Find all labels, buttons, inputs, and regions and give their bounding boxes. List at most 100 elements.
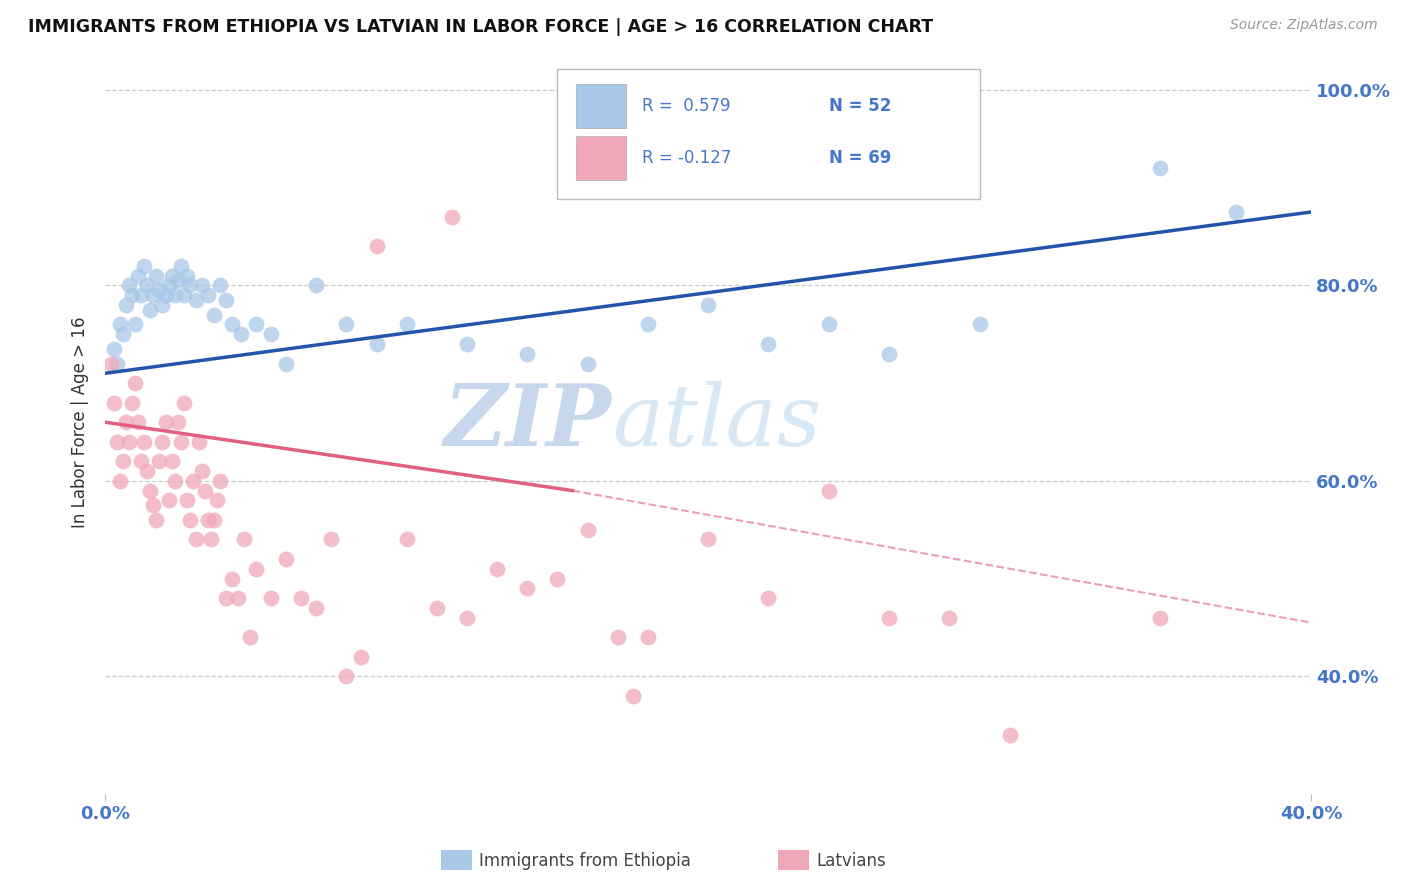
Point bbox=[440, 210, 463, 224]
Text: Latvians: Latvians bbox=[817, 852, 886, 870]
Point bbox=[817, 318, 839, 332]
Point bbox=[190, 278, 212, 293]
Point bbox=[115, 298, 138, 312]
Point bbox=[208, 278, 231, 293]
Point bbox=[1149, 610, 1171, 624]
Text: Source: ZipAtlas.com: Source: ZipAtlas.com bbox=[1230, 18, 1378, 32]
Point bbox=[152, 298, 174, 312]
Point bbox=[103, 342, 125, 356]
Point bbox=[139, 483, 162, 498]
Point bbox=[142, 498, 165, 512]
Point bbox=[173, 288, 195, 302]
Text: R =  0.579: R = 0.579 bbox=[643, 97, 730, 115]
Point bbox=[124, 318, 146, 332]
Point bbox=[166, 273, 188, 287]
Point bbox=[426, 601, 449, 615]
Point bbox=[118, 434, 141, 449]
Point bbox=[335, 318, 357, 332]
Point bbox=[290, 591, 312, 606]
Point bbox=[456, 337, 478, 351]
Point bbox=[134, 434, 156, 449]
Text: Immigrants from Ethiopia: Immigrants from Ethiopia bbox=[479, 852, 690, 870]
Text: N = 52: N = 52 bbox=[828, 97, 891, 115]
Point bbox=[105, 357, 128, 371]
Point bbox=[221, 572, 243, 586]
Point bbox=[148, 283, 170, 297]
Point bbox=[335, 669, 357, 683]
Point bbox=[152, 434, 174, 449]
Point bbox=[157, 278, 180, 293]
Point bbox=[245, 562, 267, 576]
Point bbox=[184, 293, 207, 307]
Point bbox=[100, 357, 122, 371]
Point bbox=[197, 513, 219, 527]
Point bbox=[205, 493, 228, 508]
Text: R = -0.127: R = -0.127 bbox=[643, 150, 731, 168]
Point bbox=[197, 288, 219, 302]
Point bbox=[215, 293, 238, 307]
Point bbox=[145, 513, 167, 527]
Point bbox=[969, 318, 991, 332]
Point bbox=[1225, 205, 1247, 219]
Point bbox=[179, 278, 201, 293]
Point bbox=[121, 288, 143, 302]
Point bbox=[110, 318, 132, 332]
Point bbox=[142, 288, 165, 302]
Text: atlas: atlas bbox=[612, 381, 821, 464]
Point bbox=[169, 259, 191, 273]
Point bbox=[215, 591, 238, 606]
Point bbox=[260, 327, 283, 342]
Point bbox=[576, 357, 599, 371]
Point bbox=[637, 630, 659, 644]
FancyBboxPatch shape bbox=[575, 85, 626, 128]
Point bbox=[350, 649, 373, 664]
Point bbox=[260, 591, 283, 606]
Point bbox=[621, 689, 644, 703]
Point bbox=[131, 454, 153, 468]
Point bbox=[176, 493, 198, 508]
Point bbox=[637, 318, 659, 332]
Point bbox=[127, 415, 149, 429]
Point bbox=[202, 308, 225, 322]
Point bbox=[187, 434, 209, 449]
Point bbox=[105, 434, 128, 449]
Point bbox=[194, 483, 217, 498]
Point bbox=[160, 454, 183, 468]
Point bbox=[173, 395, 195, 409]
Point bbox=[112, 327, 135, 342]
Point bbox=[486, 562, 509, 576]
Point bbox=[208, 474, 231, 488]
Point bbox=[112, 454, 135, 468]
Point bbox=[145, 268, 167, 283]
Point bbox=[366, 337, 388, 351]
Point bbox=[456, 610, 478, 624]
Point bbox=[758, 337, 780, 351]
Point bbox=[305, 278, 328, 293]
Point bbox=[118, 278, 141, 293]
Text: N = 69: N = 69 bbox=[828, 150, 891, 168]
Point bbox=[274, 552, 297, 566]
Point bbox=[157, 493, 180, 508]
Point bbox=[239, 630, 262, 644]
Point bbox=[155, 415, 177, 429]
Point bbox=[516, 347, 538, 361]
Point bbox=[938, 610, 960, 624]
Point bbox=[121, 395, 143, 409]
Y-axis label: In Labor Force | Age > 16: In Labor Force | Age > 16 bbox=[72, 317, 89, 528]
Point bbox=[148, 454, 170, 468]
Point bbox=[202, 513, 225, 527]
Point bbox=[190, 464, 212, 478]
Point bbox=[697, 533, 720, 547]
Point bbox=[163, 474, 186, 488]
Point bbox=[136, 278, 159, 293]
Point bbox=[166, 415, 188, 429]
Point bbox=[758, 591, 780, 606]
Point bbox=[321, 533, 343, 547]
Point bbox=[516, 582, 538, 596]
Point bbox=[877, 347, 900, 361]
Point bbox=[163, 288, 186, 302]
Point bbox=[184, 533, 207, 547]
Point bbox=[181, 474, 204, 488]
Point bbox=[136, 464, 159, 478]
Point bbox=[221, 318, 243, 332]
